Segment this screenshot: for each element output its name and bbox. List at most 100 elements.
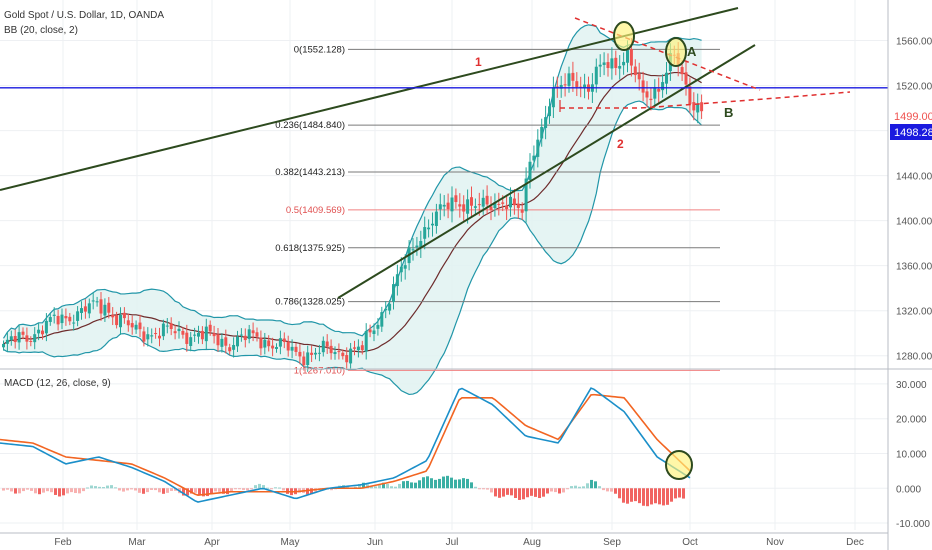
macd-hist-bar-606	[606, 488, 609, 492]
candle-body-131	[512, 198, 516, 206]
bb-indicator-label: BB (20, close, 2)	[4, 25, 78, 36]
macd-hist-bar-62	[62, 488, 65, 496]
macd-hist-bar-562	[562, 488, 565, 493]
macd-hist-bar-506	[506, 488, 509, 495]
candle-body-75	[294, 346, 298, 352]
month-label-6: Aug	[523, 537, 541, 548]
candle-body-167	[653, 87, 657, 99]
month-label-10: Dec	[846, 537, 864, 548]
macd-hist-bar-250	[250, 488, 253, 490]
macd-hist-bar-54	[54, 488, 57, 495]
macd-pane	[0, 387, 693, 507]
candle-body-143	[559, 84, 563, 89]
candle-body-19	[76, 311, 80, 321]
highlight-circle-top	[613, 21, 635, 51]
candle-body-48	[189, 337, 193, 346]
fib-label-3: 0.5(1409.569)	[286, 205, 345, 216]
candle-body-159	[622, 61, 626, 66]
support-trendline	[337, 44, 756, 299]
macd-hist-bar-642	[642, 488, 645, 506]
dashed-projection	[560, 91, 851, 109]
month-label-3: May	[281, 537, 300, 548]
macd-hist-bar-390	[390, 486, 393, 489]
candle-body-2	[9, 336, 13, 340]
macd-hist-bar-274	[274, 487, 277, 489]
macd-hist-bar-498	[498, 488, 501, 498]
macd-hist-bar-482	[482, 488, 485, 490]
candle-body-70	[275, 347, 278, 349]
candle-body-117	[458, 204, 462, 207]
candle-body-36	[142, 331, 146, 342]
macd-hist-bar-270	[270, 488, 273, 490]
candle-body-153	[598, 64, 602, 67]
macd-hist-bar-682	[682, 488, 685, 499]
macd-hist-bar-110	[110, 485, 113, 489]
candle-body-156	[610, 58, 614, 69]
macd-hist-bar-486	[486, 488, 489, 490]
candle-body-110	[431, 223, 434, 226]
candle-body-0	[2, 343, 5, 348]
month-label-4: Jun	[367, 537, 383, 548]
macd-hist-bar-86	[86, 487, 89, 489]
macd-hist-bar-166	[166, 488, 169, 493]
macd-hist-bar-146	[146, 488, 149, 493]
candle-body-63	[247, 329, 251, 339]
candle-body-40	[158, 335, 161, 339]
macd-hist-bar-526	[526, 488, 529, 498]
macd-hist-bar-6	[6, 488, 9, 490]
candle-body-160	[626, 49, 629, 63]
candle-body-146	[571, 72, 575, 81]
candle-body-92	[360, 345, 364, 351]
candle-body-11	[44, 320, 48, 334]
candle-body-149	[583, 84, 587, 88]
macd-hist-bar-182	[182, 488, 185, 496]
price-tick-label-7: 1560.00	[896, 37, 932, 48]
macd-hist-bar-678	[678, 488, 681, 498]
macd-hist-bar-586	[586, 483, 589, 489]
candle-body-163	[637, 73, 641, 80]
candle-body-135	[528, 161, 532, 180]
candle-body-68	[267, 340, 271, 347]
macd-hist-bar-530	[530, 488, 533, 496]
candle-body-29	[115, 315, 119, 326]
candle-body-126	[493, 202, 497, 209]
candle-body-65	[255, 332, 259, 337]
price-tick-label-6: 1520.00	[896, 82, 932, 93]
candle-body-101	[395, 274, 399, 287]
macd-hist-bar-254	[254, 485, 257, 489]
candle-body-90	[353, 347, 356, 349]
macd-hist-bar-42	[42, 488, 45, 493]
candle-body-170	[665, 72, 668, 84]
macd-hist-bar-414	[414, 482, 417, 489]
highlight-circle-A	[665, 37, 687, 67]
macd-hist-bar-238	[238, 488, 241, 490]
macd-indicator-label: MACD (12, 26, close, 9)	[4, 378, 111, 389]
candle-body-138	[540, 126, 544, 139]
macd-hist-bar-102	[102, 487, 105, 489]
macd-hist-bar-522	[522, 488, 525, 500]
candle-body-16	[64, 316, 68, 319]
macd-hist-bar-582	[582, 486, 585, 489]
candle-body-107	[419, 240, 423, 248]
macd-hist-bar-114	[114, 487, 117, 489]
candle-body-79	[310, 352, 314, 355]
fib-label-2: 0.382(1443.213)	[275, 167, 345, 178]
macd-hist-bar-358	[358, 483, 361, 489]
candle-body-35	[138, 322, 142, 330]
candle-body-8	[33, 334, 37, 343]
macd-hist-bar-26	[26, 488, 29, 490]
line-price-badge	[890, 124, 932, 140]
macd-hist-bar-422	[422, 477, 425, 489]
macd-tick-label-0: -10.000	[896, 519, 930, 530]
macd-hist-bar-38	[38, 488, 41, 495]
current-price-text: 1499.00	[894, 111, 932, 123]
candle-body-44	[173, 331, 177, 334]
candle-body-69	[271, 345, 275, 349]
candle-body-141	[551, 87, 555, 108]
candle-body-118	[462, 204, 466, 212]
candle-body-49	[193, 334, 197, 336]
macd-hist-bar-574	[574, 485, 577, 489]
candle-body-13	[52, 314, 56, 316]
